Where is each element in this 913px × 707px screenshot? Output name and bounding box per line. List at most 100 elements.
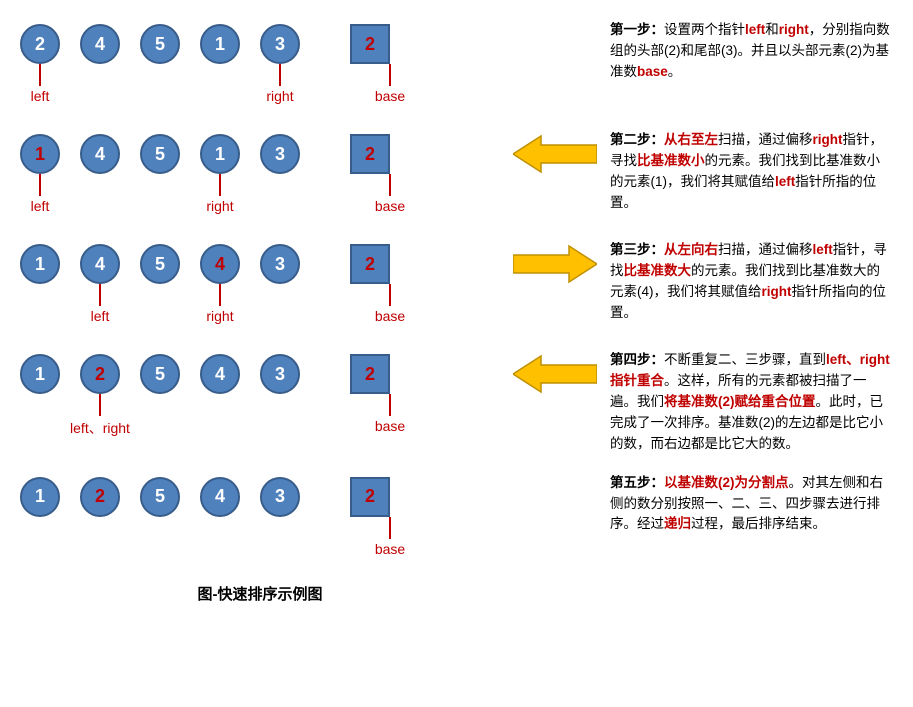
pointer-label: left、right bbox=[60, 418, 140, 438]
highlight-text: right bbox=[813, 132, 843, 147]
quicksort-diagram: 245132leftrightbase第一步：设置两个指针left和right，… bbox=[20, 20, 893, 604]
highlight-text: left bbox=[813, 242, 833, 257]
pointer-label: base bbox=[350, 88, 430, 104]
array-element: 2 bbox=[20, 24, 60, 64]
pointer-stem bbox=[389, 284, 391, 306]
step-title: 第四步： bbox=[610, 352, 664, 367]
pointer-label: left bbox=[0, 198, 80, 214]
pointer-layer: base bbox=[20, 517, 500, 565]
shapes-row: 145432 bbox=[20, 244, 500, 284]
highlight-text: base bbox=[637, 64, 668, 79]
pointer-stem bbox=[389, 64, 391, 86]
pointer-stem bbox=[219, 174, 221, 196]
array-element: 5 bbox=[140, 354, 180, 394]
pointer-layer: left、right base bbox=[20, 394, 500, 442]
pointer-base: base bbox=[350, 64, 430, 104]
highlight-text: left bbox=[775, 174, 795, 189]
step-description: 第一步：设置两个指针left和right，分别指向数组的头部(2)和尾部(3)。… bbox=[610, 20, 893, 83]
pointer-left: left bbox=[0, 64, 80, 104]
pointer-stem bbox=[39, 64, 41, 86]
pointer-left: left bbox=[60, 284, 140, 324]
pointer-label: base bbox=[350, 308, 430, 324]
base-element: 2 bbox=[350, 24, 390, 64]
arrow-left-icon bbox=[500, 130, 610, 174]
desc-text: 不断重复二、三步骤，直到 bbox=[664, 352, 826, 367]
desc-text: 过程，最后排序结束。 bbox=[691, 516, 826, 531]
array-element: 3 bbox=[260, 24, 300, 64]
highlight-text: 将基准数(2)赋给重合位置 bbox=[664, 394, 816, 409]
array-element: 5 bbox=[140, 134, 180, 174]
array-element: 5 bbox=[140, 477, 180, 517]
highlight-text: 比基准数小 bbox=[637, 153, 705, 168]
step-row: 125432left、rightbase第四步：不断重复二、三步骤，直到left… bbox=[20, 350, 893, 455]
desc-text: 。 bbox=[668, 64, 682, 79]
array-visualization: 145432leftrightbase bbox=[20, 240, 500, 332]
pointer-base: base bbox=[350, 174, 430, 214]
arrow-left-icon bbox=[500, 350, 610, 394]
step-description: 第二步：从右至左扫描，通过偏移right指针，寻找比基准数小的元素。我们找到比基… bbox=[610, 130, 893, 214]
pointer-stem bbox=[99, 284, 101, 306]
step-row: 145432leftrightbase第三步：从左向右扫描，通过偏移left指针… bbox=[20, 240, 893, 332]
pointer-label: left bbox=[0, 88, 80, 104]
pointer-layer: leftrightbase bbox=[20, 64, 500, 112]
step-title: 第一步： bbox=[610, 22, 664, 37]
array-element: 1 bbox=[200, 24, 240, 64]
pointer-label: right bbox=[180, 308, 260, 324]
highlight-text: right bbox=[762, 284, 792, 299]
pointer-label: right bbox=[240, 88, 320, 104]
shapes-row: 145132 bbox=[20, 134, 500, 174]
step-title: 第三步： bbox=[610, 242, 664, 257]
highlight-text: 从左向右 bbox=[664, 242, 718, 257]
pointer-stem bbox=[219, 284, 221, 306]
pointer-base: base bbox=[350, 284, 430, 324]
array-element: 1 bbox=[20, 354, 60, 394]
pointer-stem bbox=[39, 174, 41, 196]
array-element: 4 bbox=[80, 134, 120, 174]
array-element: 3 bbox=[260, 134, 300, 174]
array-element: 4 bbox=[200, 244, 240, 284]
array-element: 1 bbox=[20, 477, 60, 517]
array-visualization: 125432base bbox=[20, 473, 500, 565]
desc-text: 扫描，通过偏移 bbox=[718, 132, 813, 147]
step-description: 第三步：从左向右扫描，通过偏移left指针，寻找比基准数大的元素。我们找到比基准… bbox=[610, 240, 893, 324]
array-element: 2 bbox=[80, 354, 120, 394]
pointer-right: right bbox=[180, 174, 260, 214]
highlight-text: 比基准数大 bbox=[624, 263, 692, 278]
desc-text: 设置两个指针 bbox=[664, 22, 745, 37]
array-element: 1 bbox=[200, 134, 240, 174]
pointer-leftright: left、right bbox=[60, 394, 140, 438]
pointer-stem bbox=[279, 64, 281, 86]
pointer-right: right bbox=[180, 284, 260, 324]
step-title: 第五步： bbox=[610, 475, 664, 490]
highlight-text: left bbox=[745, 22, 765, 37]
highlight-text: 以基准数(2)为分割点 bbox=[664, 475, 789, 490]
array-element: 4 bbox=[80, 244, 120, 284]
step-row: 245132leftrightbase第一步：设置两个指针left和right，… bbox=[20, 20, 893, 112]
pointer-label: base bbox=[350, 198, 430, 214]
shapes-row: 125432 bbox=[20, 354, 500, 394]
array-element: 4 bbox=[80, 24, 120, 64]
base-element: 2 bbox=[350, 244, 390, 284]
step-title: 第二步： bbox=[610, 132, 664, 147]
pointer-stem bbox=[389, 517, 391, 539]
base-element: 2 bbox=[350, 477, 390, 517]
array-element: 3 bbox=[260, 354, 300, 394]
pointer-left: left bbox=[0, 174, 80, 214]
base-element: 2 bbox=[350, 134, 390, 174]
pointer-label: base bbox=[350, 418, 430, 434]
pointer-stem bbox=[389, 394, 391, 416]
desc-text: 和 bbox=[765, 22, 779, 37]
pointer-label: right bbox=[180, 198, 260, 214]
array-element: 1 bbox=[20, 244, 60, 284]
arrow-spacer bbox=[500, 20, 610, 24]
array-element: 3 bbox=[260, 244, 300, 284]
array-visualization: 145132leftrightbase bbox=[20, 130, 500, 222]
step-description: 第五步：以基准数(2)为分割点。对其左侧和右侧的数分别按照一、二、三、四步骤去进… bbox=[610, 473, 893, 536]
shapes-row: 125432 bbox=[20, 477, 500, 517]
pointer-stem bbox=[99, 394, 101, 416]
pointer-layer: left right base bbox=[20, 284, 500, 332]
array-visualization: 245132leftrightbase bbox=[20, 20, 500, 112]
pointer-base: base bbox=[350, 394, 430, 434]
highlight-text: 从右至左 bbox=[664, 132, 718, 147]
array-element: 5 bbox=[140, 24, 180, 64]
